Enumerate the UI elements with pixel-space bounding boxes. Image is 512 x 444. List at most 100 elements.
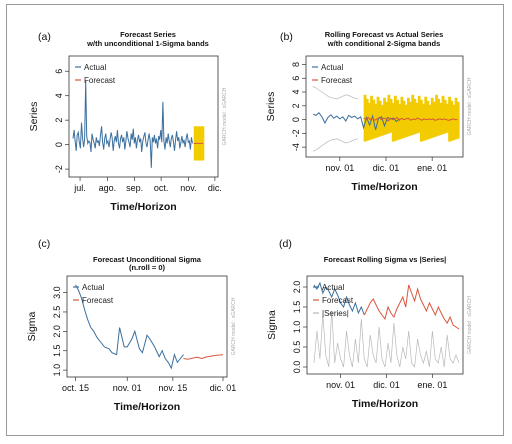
panel-label: (c) xyxy=(38,238,50,250)
sigma-band-bar xyxy=(454,97,458,140)
sigma-band-bar xyxy=(374,103,378,138)
x-tick-label: dic. xyxy=(208,183,222,193)
sigma-band-bar xyxy=(428,104,432,139)
y-axis-label: Sigma xyxy=(266,310,278,340)
sigma-band-bar xyxy=(417,95,421,133)
x-tick-label: nov. xyxy=(180,183,196,193)
model-note: GARCH model : sGARCH xyxy=(222,87,228,145)
x-tick-label: ene. 01 xyxy=(417,163,447,173)
x-tick-label: nov. 01 xyxy=(113,383,142,393)
y-tick-label: -4 xyxy=(291,143,301,151)
model-note: GARCH model : sGARCH xyxy=(467,296,473,354)
sigma-band-bar xyxy=(419,99,423,142)
y-axis-label: Series xyxy=(265,92,277,122)
legend-label: Forecast xyxy=(322,296,354,305)
forecast-series-line xyxy=(363,116,458,122)
y-tick-label: 2.5 xyxy=(52,306,62,319)
legend-label: Forecast xyxy=(82,296,114,305)
y-tick-label: 8 xyxy=(291,62,301,67)
x-tick-label: nov. 01 xyxy=(326,380,355,390)
sigma-band-bar xyxy=(398,103,402,140)
chart-title: Forecast Unconditional Sigma xyxy=(93,255,202,264)
sigma-band-bar xyxy=(370,95,373,140)
forecast-series-line xyxy=(183,354,224,360)
actual-series-line xyxy=(312,111,400,131)
sigma-band-line xyxy=(312,86,358,100)
actual-series-line xyxy=(313,281,365,316)
sigma-band-bar xyxy=(437,98,441,136)
x-tick-label: jul. xyxy=(73,183,86,193)
legend-label: Actual xyxy=(82,283,104,292)
y-tick-label: 2.0 xyxy=(52,325,62,338)
chart-title: Forecast Series xyxy=(120,30,176,39)
y-tick-label: 1.5 xyxy=(52,344,62,357)
chart-subtitle: w/th conditional 2-Sigma bands xyxy=(327,39,441,48)
y-tick-label: 0 xyxy=(54,142,64,147)
x-tick-label: nov. 01 xyxy=(325,163,354,173)
abs-series-line xyxy=(313,310,460,368)
y-axis-label: Sigma xyxy=(26,311,38,341)
chart-title: Rolling Forecast vs Actual Series xyxy=(325,30,444,39)
sigma-band-bar xyxy=(367,102,371,141)
y-tick-label: 0.5 xyxy=(292,341,302,354)
panel-label: (d) xyxy=(279,238,292,250)
sigma-band-bar xyxy=(452,104,456,141)
sigma-band-bar xyxy=(448,96,451,142)
y-tick-label: 4 xyxy=(54,93,64,98)
sigma-band-bar xyxy=(389,98,393,133)
legend-label: Forecast xyxy=(84,76,116,85)
y-tick-label: 0.0 xyxy=(292,361,302,374)
sigma-band-bar xyxy=(450,100,454,141)
x-tick-label: oct. xyxy=(154,183,169,193)
legend-label: |Series| xyxy=(322,309,349,318)
y-tick-label: -2 xyxy=(54,165,64,173)
chart-title: Forecast Rolling Sigma vs |Series| xyxy=(324,255,447,264)
sigma-band-bar xyxy=(400,96,404,139)
y-tick-label: 6 xyxy=(54,69,64,74)
sigma-band-bar xyxy=(404,104,408,138)
actual-series-line xyxy=(75,284,184,370)
y-tick-label: 1.5 xyxy=(292,301,302,314)
sigma-band-bar xyxy=(422,103,425,141)
y-tick-label: 3.0 xyxy=(52,286,62,299)
sigma-band-bar xyxy=(387,94,391,134)
actual-series-line xyxy=(72,80,193,168)
x-tick-label: dic. 01 xyxy=(373,380,400,390)
y-tick-label: 2 xyxy=(54,118,64,123)
sigma-band-bar xyxy=(430,97,434,138)
legend-label: Actual xyxy=(84,63,106,72)
x-tick-label: ago. xyxy=(99,183,117,193)
y-tick-label: 1.0 xyxy=(52,364,62,377)
chart-subtitle: w/th unconditional 1-Sigma bands xyxy=(86,39,209,48)
x-axis-label: Time/Horizon xyxy=(351,181,417,193)
sigma-band-bar xyxy=(409,101,412,136)
y-tick-label: 2 xyxy=(291,103,301,108)
legend-label: Actual xyxy=(322,283,344,292)
sigma-band-bar xyxy=(441,95,445,135)
sigma-band-bar xyxy=(426,100,430,140)
chart-subtitle: (n.roll = 0) xyxy=(129,263,166,272)
x-tick-label: oct. 15 xyxy=(62,383,89,393)
x-axis-label: Time/Horizon xyxy=(110,201,176,213)
x-tick-label: dic. 01 xyxy=(373,163,400,173)
plot-box xyxy=(68,55,219,178)
y-tick-label: 2.0 xyxy=(292,281,302,294)
legend-label: Actual xyxy=(321,63,343,72)
plot-box xyxy=(305,55,464,158)
sigma-band-bar xyxy=(424,96,428,141)
sigma-band-bar xyxy=(456,101,460,139)
y-tick-label: 1.0 xyxy=(292,321,302,334)
y-axis-label: Series xyxy=(28,102,40,132)
x-axis-label: Time/Horizon xyxy=(352,398,418,410)
sigma-band-line xyxy=(312,138,358,152)
panel-label: (a) xyxy=(38,31,51,43)
sigma-band-bar xyxy=(443,99,447,134)
x-axis-label: Time/Horizon xyxy=(114,401,180,413)
figure-frame xyxy=(6,4,504,436)
legend-label: Forecast xyxy=(321,76,353,85)
panel-label: (b) xyxy=(280,31,293,43)
sigma-band-bar xyxy=(406,97,410,137)
x-tick-label: ene. 01 xyxy=(417,380,447,390)
forecast-series-line xyxy=(363,284,460,330)
